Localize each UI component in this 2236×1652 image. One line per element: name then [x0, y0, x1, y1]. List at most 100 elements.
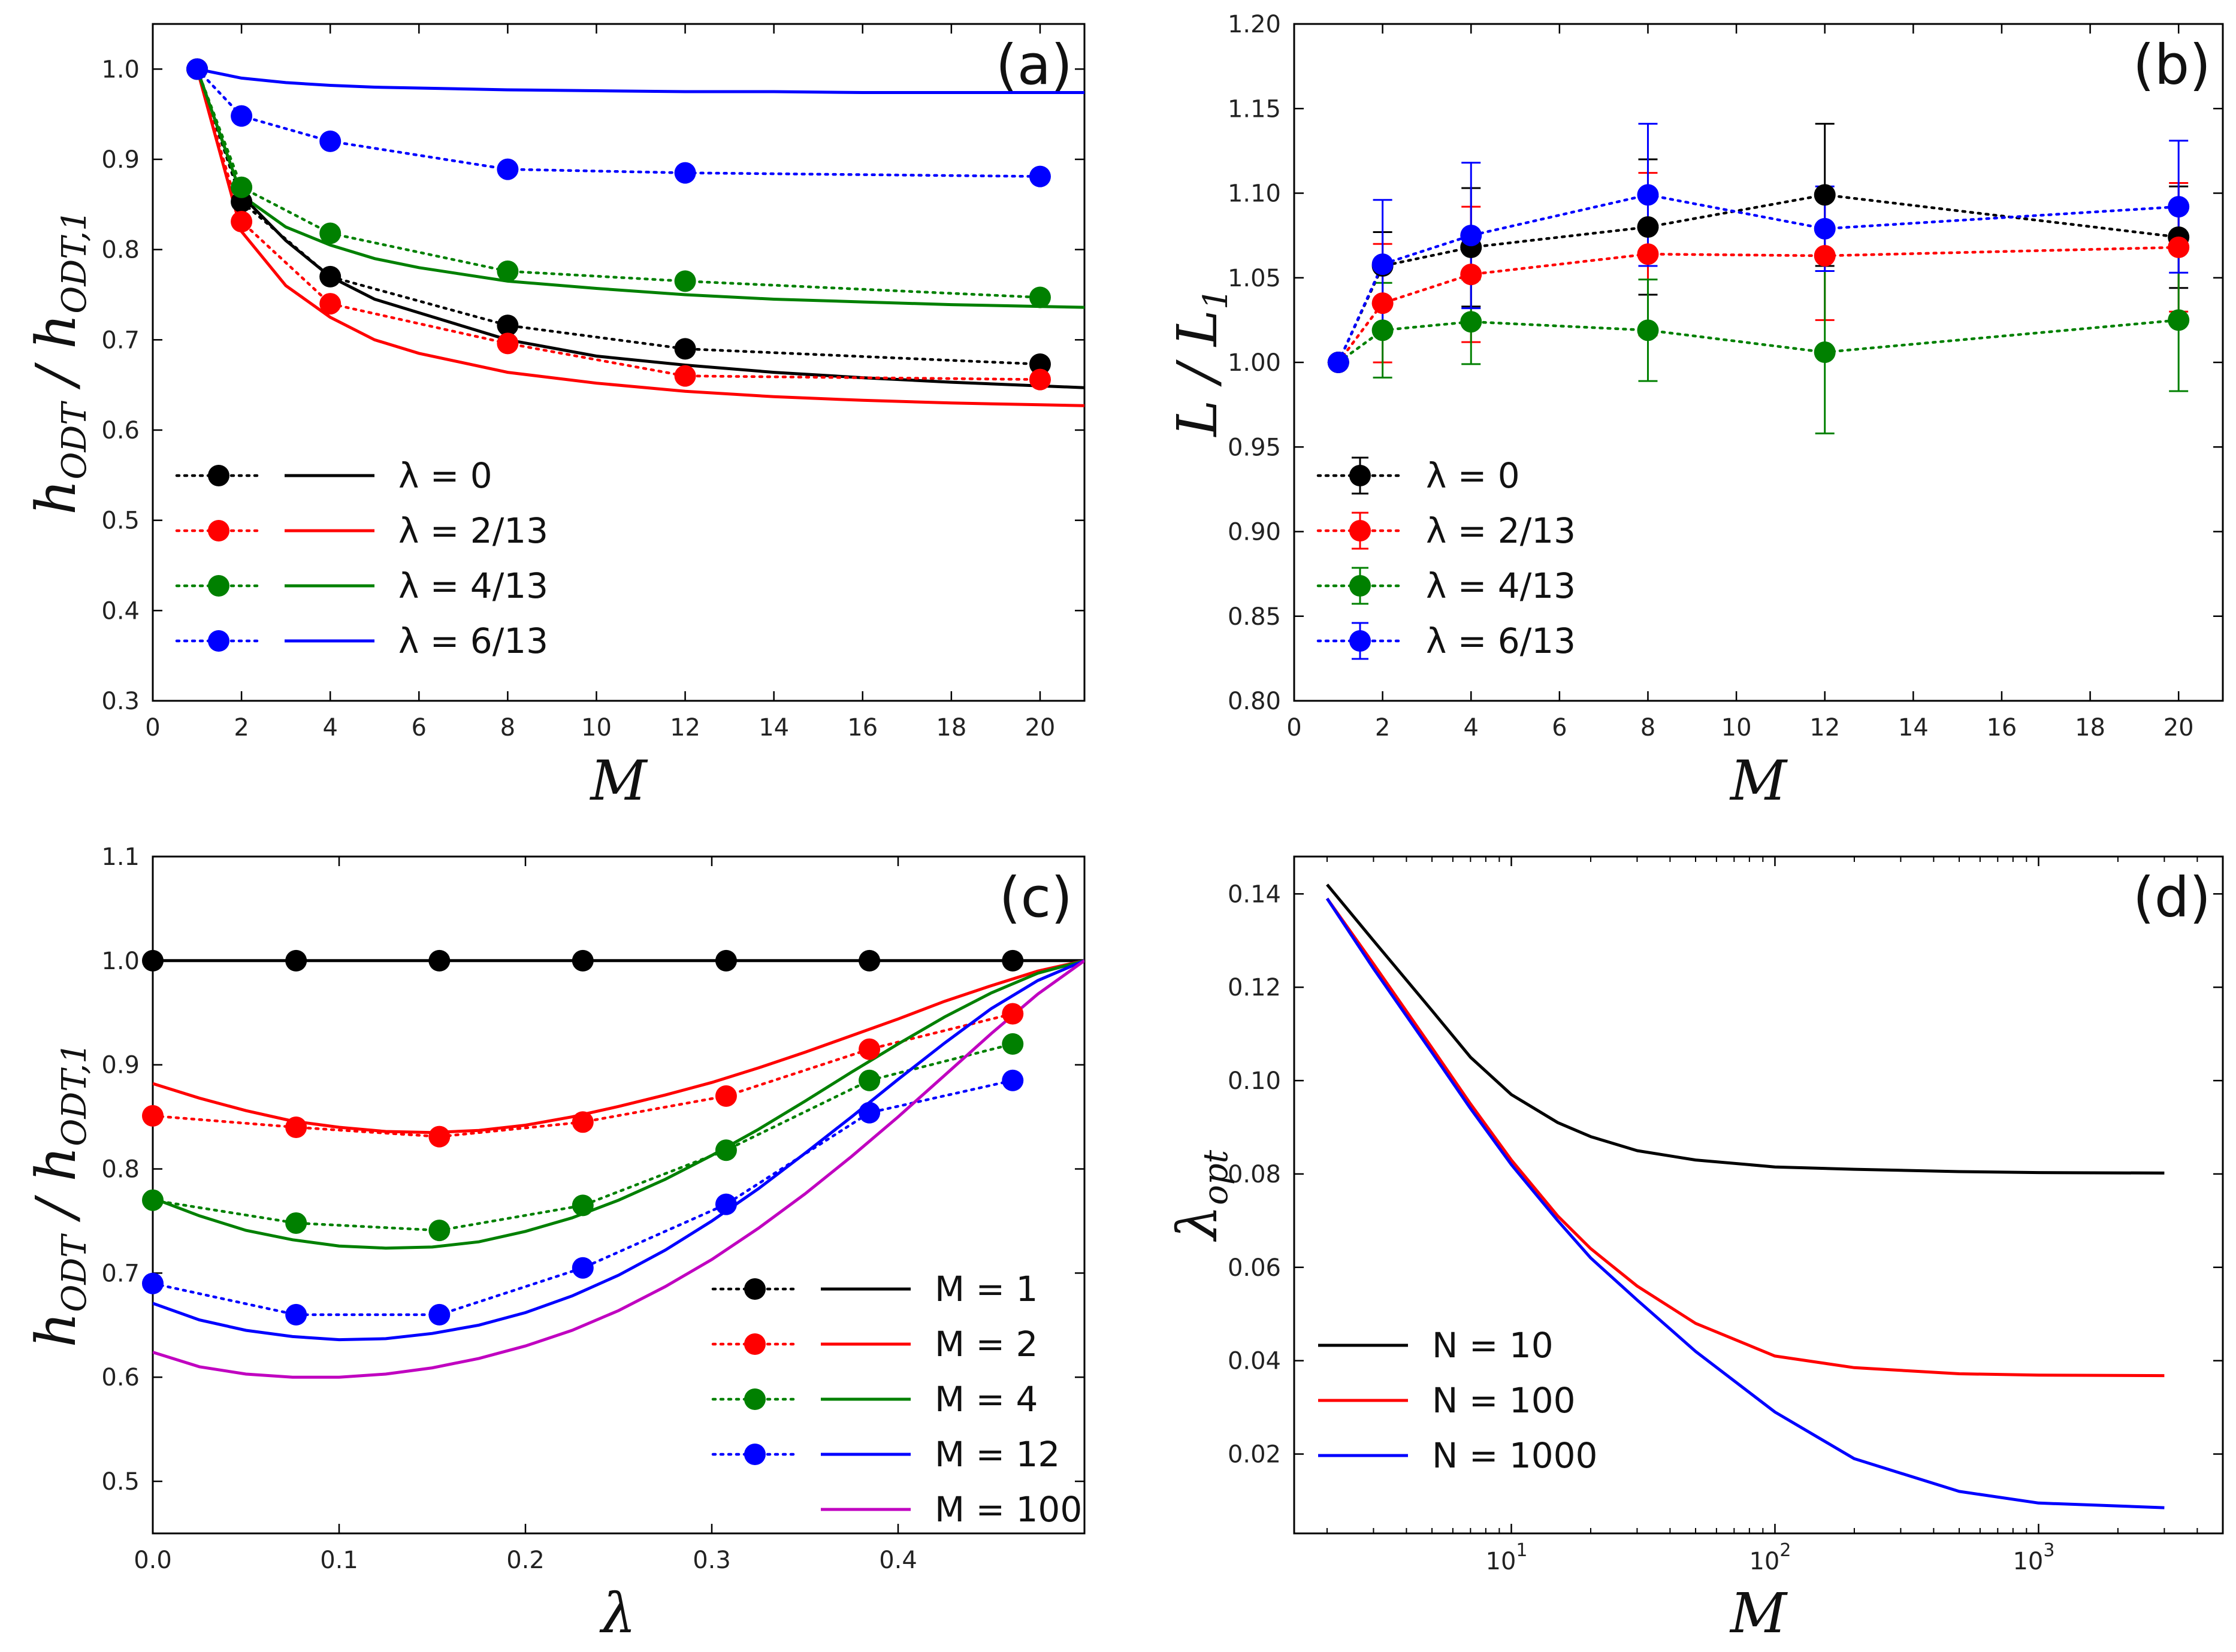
x-tick-label: 2: [234, 714, 249, 742]
data-point: [1637, 184, 1659, 206]
data-point: [2168, 196, 2190, 218]
y-tick-label: 0.04: [1228, 1348, 1281, 1375]
data-point: [1637, 319, 1659, 341]
data-point: [186, 58, 209, 80]
data-point: [285, 949, 307, 972]
data-point: [1029, 368, 1051, 391]
series-curve-0: [195, 68, 1084, 389]
legend-label: λ = 0: [398, 455, 492, 496]
series-curve-3: [153, 959, 1084, 1342]
data-point: [859, 1102, 881, 1124]
data-point: [1371, 292, 1394, 314]
series-dotted-line-0: [195, 68, 1042, 366]
data-point: [1029, 353, 1051, 376]
legend-entry-2: λ = 4/13: [175, 565, 548, 606]
legend-label: λ = 0: [1426, 455, 1520, 496]
x-axis-label: M: [1729, 1581, 1788, 1645]
data-point: [1002, 949, 1024, 972]
data-point: [674, 365, 696, 387]
legend-label: λ = 4/13: [1426, 565, 1576, 606]
legend-label: λ = 6/13: [1426, 621, 1576, 661]
x-tick-label: 18: [2075, 714, 2105, 742]
series-curve-4: [153, 959, 1084, 1379]
x-tick-label: 4: [322, 714, 337, 742]
y-tick-label: 0.14: [1228, 881, 1281, 908]
data-point: [142, 1189, 164, 1211]
y-tick-label: 0.4: [101, 597, 140, 625]
x-tick-label: 20: [2164, 714, 2194, 742]
x-tick-label: 0.4: [879, 1547, 917, 1574]
data-point: [319, 265, 342, 288]
y-tick-label: 0.06: [1228, 1254, 1281, 1282]
series-line-1: [1325, 897, 2165, 1378]
legend-label: M = 2: [935, 1324, 1038, 1364]
series-curve-3: [197, 67, 1084, 94]
series-dotted-line-2: [195, 68, 1042, 299]
legend-entry-1: λ = 2/13: [175, 510, 548, 551]
y-tick-label: 0.85: [1228, 603, 1281, 631]
y-tick-label: 0.7: [101, 1260, 140, 1287]
y-tick-label: 0.9: [101, 1052, 140, 1079]
data-point: [1460, 225, 1482, 247]
legend-entry-4: M = 100: [821, 1489, 1082, 1530]
series-dotted-line-1: [1337, 246, 2180, 364]
legend-entry-1: λ = 2/13: [1316, 510, 1576, 551]
y-tick-label: 1.15: [1228, 95, 1281, 123]
x-tick-label: 4: [1464, 714, 1479, 742]
plot-frame: [1293, 855, 2224, 1535]
data-point: [497, 332, 519, 355]
legend: M = 1 M = 2 M = 4 M = 12 M = 100: [711, 1269, 1082, 1530]
panel-label: (c): [999, 866, 1072, 930]
x-tick-label: 0.2: [506, 1547, 545, 1574]
y-axis-label: λopt: [1165, 1149, 1235, 1242]
x-tick-label: 2: [1375, 714, 1390, 742]
x-axis-label: λ: [599, 1581, 636, 1645]
panel-label: (b): [2133, 33, 2211, 97]
x-tick-label: 0.3: [693, 1547, 731, 1574]
y-tick-label: 1.10: [1228, 180, 1281, 208]
data-point: [1002, 1003, 1024, 1025]
legend-entry-0: N = 10: [1318, 1325, 1554, 1366]
data-point: [1371, 319, 1394, 341]
y-tick-label: 1.05: [1228, 265, 1281, 292]
y-tick-label: 0.10: [1228, 1067, 1281, 1095]
x-tick-label: 6: [412, 714, 427, 742]
x-tick-label: 10: [1721, 714, 1752, 742]
data-point: [1029, 286, 1051, 308]
legend-entry-0: λ = 0: [1316, 455, 1520, 496]
panel-d: 0.02 0.04 0.06 0.08 0.10 0.12 0.14 101 102 103 Mλo…: [1165, 855, 2224, 1645]
series-dotted-line-3: [1337, 193, 2180, 364]
plot-frame: [152, 23, 1086, 702]
x-tick-label: 16: [1986, 714, 2017, 742]
y-tick-label: 0.02: [1228, 1441, 1281, 1469]
y-tick-label: 0.95: [1228, 434, 1281, 461]
x-tick-label: 18: [936, 714, 966, 742]
x-tick-label: 14: [1898, 714, 1929, 742]
x-axis-label: M: [1729, 749, 1788, 813]
data-point: [572, 949, 594, 972]
data-point: [674, 338, 696, 360]
legend-label: λ = 2/13: [1426, 510, 1576, 551]
x-tick-label: 101: [1486, 1540, 1528, 1575]
legend: λ = 0 λ = 2/13 λ = 4/13 λ = 6/13: [1316, 455, 1576, 661]
data-point: [572, 1111, 594, 1133]
y-tick-label: 1.0: [101, 948, 140, 975]
legend-entry-0: M = 1: [711, 1269, 1038, 1309]
legend-entry-2: M = 4: [711, 1379, 1038, 1420]
legend-entry-2: N = 1000: [1318, 1435, 1597, 1476]
series-curve-1: [195, 68, 1084, 407]
x-tick-label: 8: [500, 714, 515, 742]
data-point: [231, 176, 253, 198]
data-point: [572, 1194, 594, 1217]
y-tick-label: 0.8: [101, 237, 140, 264]
y-tick-label: 0.7: [101, 326, 140, 354]
y-axis-label: hODT / hODT,1: [24, 1042, 94, 1348]
y-tick-label: 1.00: [1228, 349, 1281, 377]
data-point: [285, 1117, 307, 1138]
series-curve-2: [195, 68, 1084, 309]
x-tick-label: 20: [1025, 714, 1055, 742]
data-point: [142, 1272, 164, 1294]
legend-entry-3: M = 12: [711, 1434, 1060, 1475]
x-tick-label: 103: [2013, 1540, 2054, 1575]
x-tick-label: 14: [759, 714, 789, 742]
